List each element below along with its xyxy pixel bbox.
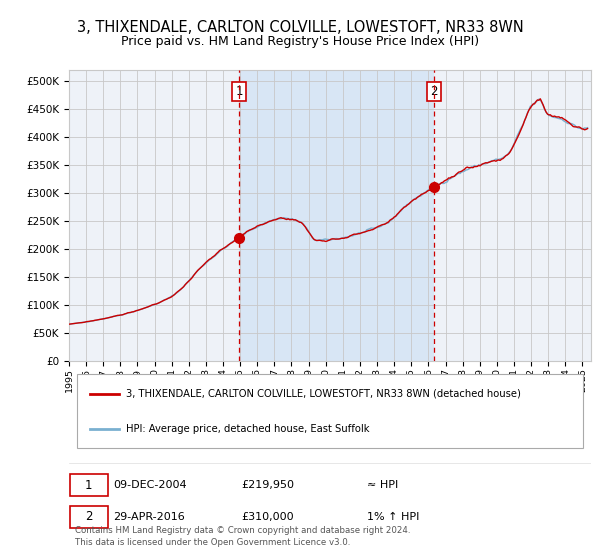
Text: £310,000: £310,000 [241,512,294,522]
Text: 2: 2 [85,510,92,524]
FancyBboxPatch shape [70,474,107,496]
Text: HPI: Average price, detached house, East Suffolk: HPI: Average price, detached house, East… [127,424,370,434]
Text: 2: 2 [430,85,438,99]
Text: 09-DEC-2004: 09-DEC-2004 [113,480,187,490]
Bar [239,70,434,361]
Text: 29-APR-2016: 29-APR-2016 [113,512,185,522]
Text: £219,950: £219,950 [241,480,294,490]
Text: Contains HM Land Registry data © Crown copyright and database right 2024.
This d: Contains HM Land Registry data © Crown c… [75,526,411,547]
Text: 1% ↑ HPI: 1% ↑ HPI [367,512,419,522]
Text: ≈ HPI: ≈ HPI [367,480,398,490]
Text: 3, THIXENDALE, CARLTON COLVILLE, LOWESTOFT, NR33 8WN: 3, THIXENDALE, CARLTON COLVILLE, LOWESTO… [77,20,523,35]
Text: Price paid vs. HM Land Registry's House Price Index (HPI): Price paid vs. HM Land Registry's House … [121,35,479,48]
Text: 3, THIXENDALE, CARLTON COLVILLE, LOWESTOFT, NR33 8WN (detached house): 3, THIXENDALE, CARLTON COLVILLE, LOWESTO… [127,389,521,399]
Text: 1: 1 [85,479,92,492]
FancyBboxPatch shape [70,506,107,528]
Text: 1: 1 [235,85,243,99]
FancyBboxPatch shape [77,374,583,448]
